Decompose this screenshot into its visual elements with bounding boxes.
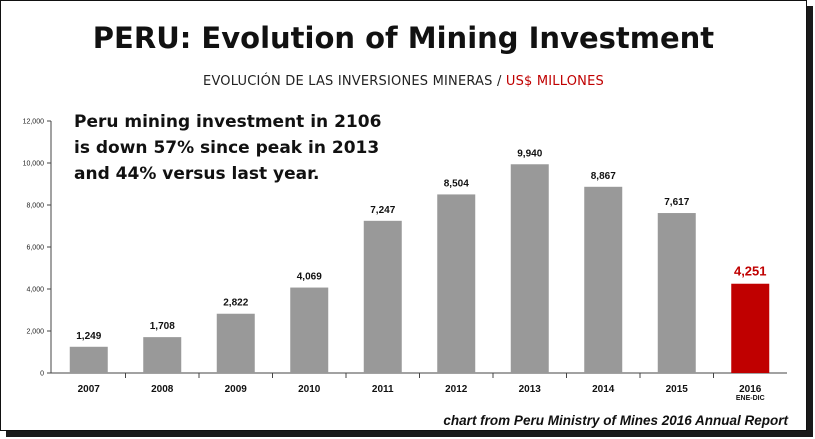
chart-annotation: Peru mining investment in 2106 is down 5…	[74, 109, 381, 187]
annotation-line: Peru mining investment in 2106	[74, 112, 382, 132]
bar	[290, 287, 329, 373]
bar-value-label: 1,708	[150, 321, 175, 332]
x-category-label: 2009	[225, 384, 248, 395]
bar-value-label: 2,822	[223, 298, 248, 309]
bar	[510, 164, 549, 373]
bar-value-label: 8,867	[591, 171, 616, 182]
x-category-label: 2010	[298, 384, 321, 395]
y-tick-label: 2,000	[26, 329, 44, 336]
bar	[657, 213, 696, 373]
chart-title: PERU: Evolution of Mining Investment	[92, 21, 715, 55]
annotation-line: is down 57% since peak in 2013	[74, 138, 380, 158]
bar-value-label: 8,504	[444, 178, 469, 189]
bar	[216, 313, 255, 373]
x-category-label: 2016	[739, 384, 762, 395]
x-category-label: 2013	[519, 384, 542, 395]
y-tick-label: 4,000	[26, 287, 44, 294]
y-tick-label: 10,000	[23, 161, 45, 168]
bar	[584, 186, 623, 373]
x-category-label: 2008	[151, 384, 174, 395]
subtitle-unit: US$ MILLONES	[505, 74, 604, 89]
source-note: chart from Peru Ministry of Mines 2016 A…	[443, 413, 788, 428]
x-category-sublabel: ENE-DIC	[736, 395, 765, 402]
annotation-line: and 44% versus last year.	[74, 164, 320, 184]
bar-value-label: 1,249	[76, 331, 101, 342]
y-tick-label: 6,000	[26, 245, 44, 252]
chart-subtitle: EVOLUCIÓN DE LAS INVERSIONES MINERAS / U…	[1, 74, 806, 89]
y-tick-label: 12,000	[23, 119, 45, 126]
bar	[437, 194, 476, 373]
bar-value-label: 4,069	[297, 272, 322, 283]
chart-frame: PERU: Evolution of Mining Investment EVO…	[0, 0, 807, 431]
y-tick-label: 8,000	[26, 203, 44, 210]
subtitle-text: EVOLUCIÓN DE LAS INVERSIONES MINERAS /	[203, 74, 502, 89]
y-tick-label: 0	[40, 371, 44, 378]
x-category-label: 2014	[592, 384, 615, 395]
bar	[363, 220, 402, 373]
x-category-label: 2012	[445, 384, 468, 395]
x-category-label: 2007	[78, 384, 101, 395]
bar-value-label: 4,251	[734, 264, 767, 279]
bar	[731, 283, 770, 373]
x-category-label: 2011	[372, 384, 394, 395]
bar	[69, 346, 108, 373]
bar	[143, 337, 182, 373]
bar-value-label: 9,940	[517, 148, 542, 159]
x-category-label: 2015	[666, 384, 689, 395]
bar-chart: 0 2,000 4,000 6,000 8,000 10,000 12,000 1,249 20…	[23, 119, 787, 402]
bar-value-label: 7,247	[370, 205, 395, 216]
bar-value-label: 7,617	[664, 197, 689, 208]
